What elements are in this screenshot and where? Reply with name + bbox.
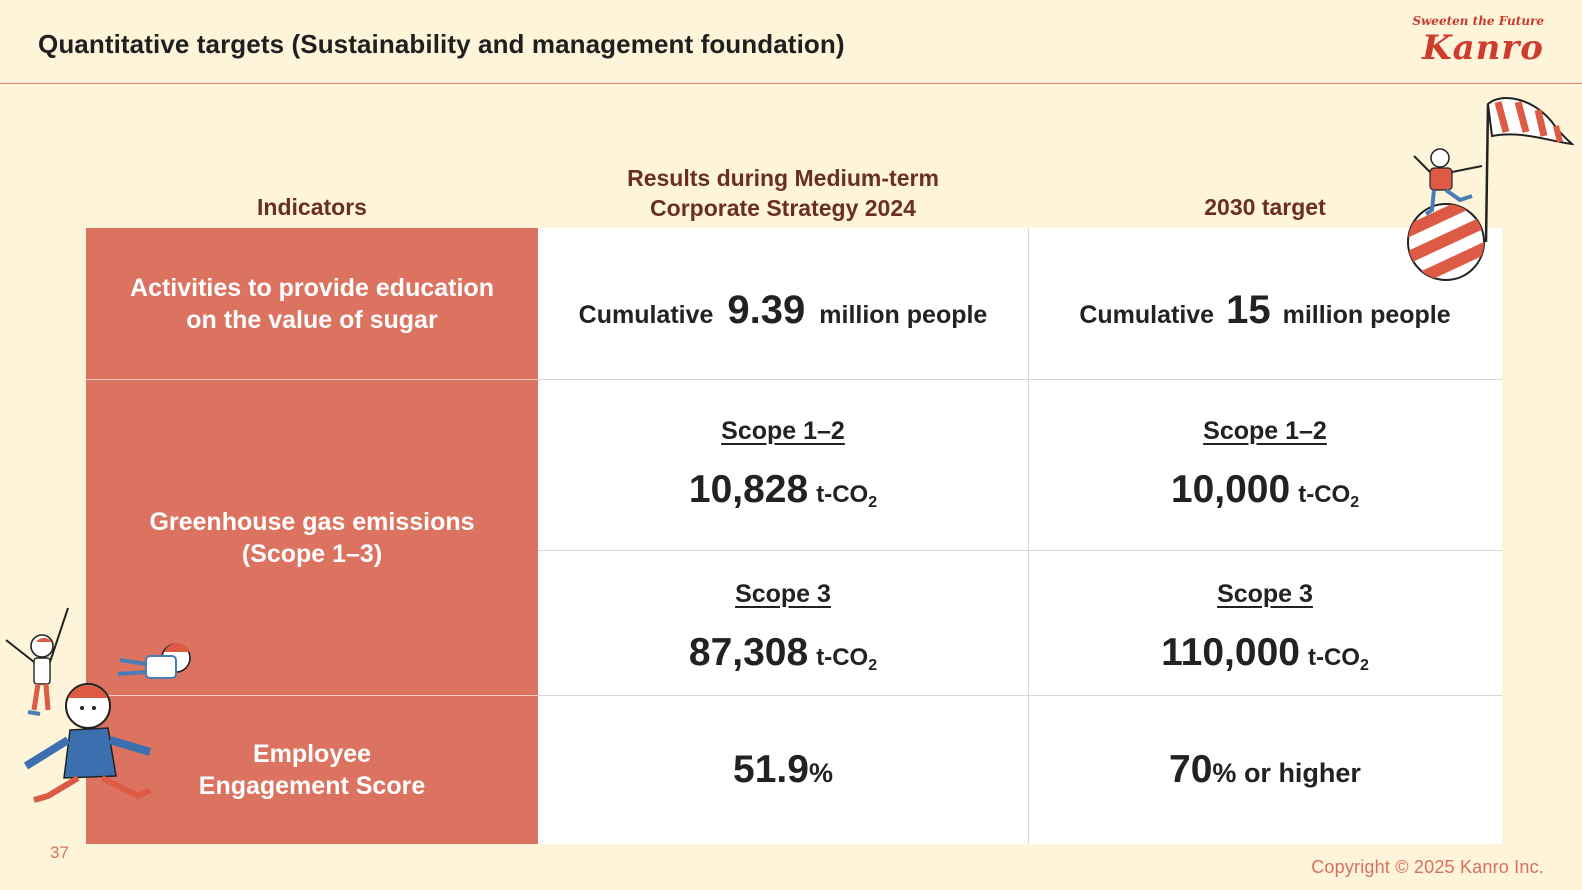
indicator-column: Activities to provide education on the v… (86, 228, 538, 844)
education-result-value: 9.39 (727, 288, 806, 332)
page-title: Quantitative targets (Sustainability and… (38, 29, 845, 59)
header: Quantitative targets (Sustainability and… (0, 0, 1582, 84)
scope3-result-value: 87,308 (688, 631, 809, 674)
education-target-suffix: million people (1282, 301, 1451, 329)
education-result-suffix: million people (819, 301, 988, 329)
co2-unit: t-CO2 (1298, 481, 1360, 511)
logo-name: Kanro (1422, 28, 1544, 68)
scope12-result-label: Scope 1–2 (721, 417, 845, 445)
scope12-result-cell: Scope 1–2 10,828 t-CO2 (538, 379, 1028, 550)
scope12-target-label: Scope 1–2 (1203, 417, 1327, 445)
education-target-value: 15 (1226, 288, 1271, 332)
scope3-result-cell: Scope 3 87,308 t-CO2 (538, 550, 1028, 695)
scope3-result-label: Scope 3 (735, 580, 831, 608)
row-divider (538, 550, 1502, 551)
engagement-result-value: 51.9 (733, 747, 809, 791)
engagement-result-unit: % (808, 757, 833, 788)
scope12-result-value: 10,828 (688, 468, 809, 511)
engagement-result-cell: 51.9% (538, 695, 1028, 844)
education-target-prefix: Cumulative (1079, 301, 1215, 329)
scope3-target-value: 110,000 (1161, 631, 1300, 674)
scope12-target-value: 10,000 (1170, 468, 1291, 511)
scope3-target-label: Scope 3 (1217, 580, 1313, 608)
row-divider (538, 379, 1502, 380)
indicator-education: Activities to provide education on the v… (130, 273, 494, 334)
page-number: 37 (50, 843, 69, 862)
column-divider (1028, 228, 1029, 844)
col-header-results: Results during Medium-term Corporate Str… (538, 163, 1028, 223)
engagement-target-unit: % (1212, 757, 1237, 788)
indicator-engagement: Employee Engagement Score (86, 695, 538, 844)
logo-tagline: Sweeten the Future (1412, 14, 1544, 28)
education-result-cell: Cumulative 9.39 million people (538, 228, 1028, 379)
col-header-results-line2: Corporate Strategy 2024 (650, 195, 916, 221)
row-divider (538, 695, 1502, 696)
col-header-target: 2030 target (1204, 194, 1326, 220)
engagement-target-value: 70 (1169, 747, 1213, 791)
mascot-group-illustration (5, 607, 191, 803)
col-header-results-line1: Results during Medium-term (627, 165, 939, 191)
col-header-indicators: Indicators (257, 194, 367, 220)
engagement-target-cell: 70% or higher (1028, 695, 1502, 844)
indicator-ghg: Greenhouse gas emissions (Scope 1–3) (86, 379, 538, 695)
education-target-cell: Cumulative 15 million people (1028, 228, 1502, 379)
mascot-ball-flag-illustration (1407, 97, 1574, 281)
co2-unit: t-CO2 (816, 481, 878, 511)
targets-table: Activities to provide education on the v… (86, 228, 1502, 844)
copyright: Copyright © 2025 Kanro Inc. (1311, 857, 1544, 877)
co2-unit: t-CO2 (1307, 644, 1369, 674)
scope12-target-cell: Scope 1–2 10,000 t-CO2 (1028, 379, 1502, 550)
engagement-target-suffix: or higher (1236, 757, 1361, 788)
co2-unit: t-CO2 (816, 644, 878, 674)
scope3-target-cell: Scope 3 110,000 t-CO2 (1028, 550, 1502, 695)
kanro-logo: Sweeten the Future Kanro (1404, 14, 1544, 68)
education-result-prefix: Cumulative (578, 301, 714, 329)
